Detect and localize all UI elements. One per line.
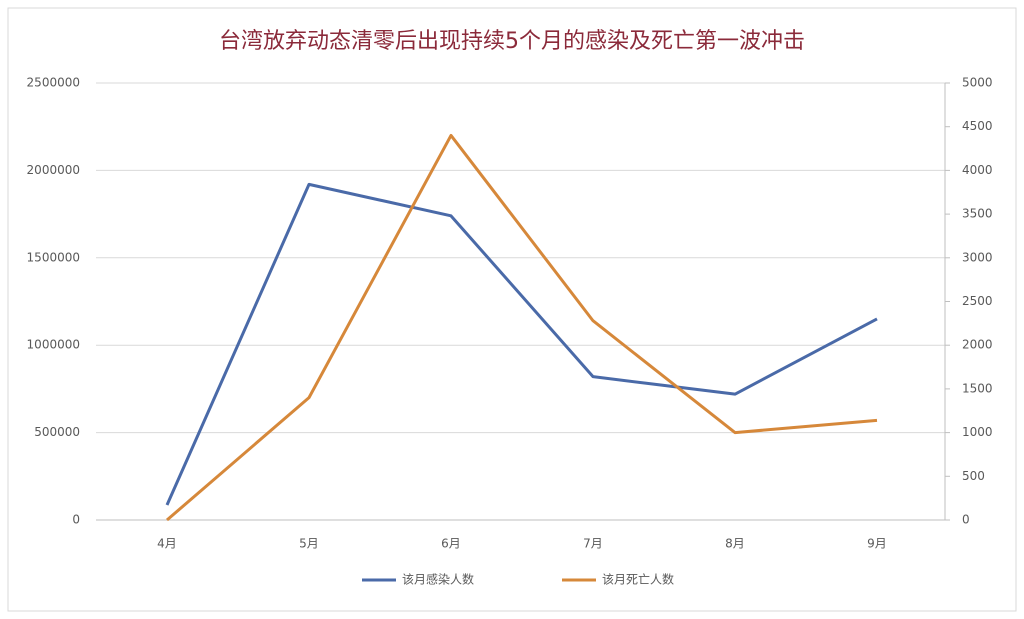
y2-tick-label: 0: [962, 513, 970, 527]
y2-tick-label: 5000: [962, 76, 993, 90]
chart-border: [7, 7, 1017, 612]
y2-tick-label: 3500: [962, 207, 993, 221]
y-tick-label: 0: [72, 513, 80, 527]
y2-tick-label: 2000: [962, 338, 993, 352]
x-tick-label: 4月: [157, 537, 177, 551]
y2-tick-label: 1000: [962, 425, 993, 439]
series-line: [165, 182, 878, 506]
y-tick-label: 1500000: [27, 250, 80, 264]
y-tick-label: 2000000: [27, 163, 80, 177]
y2-tick-label: 3000: [962, 250, 993, 264]
y2-tick-label: 500: [962, 469, 985, 483]
y2-tick-label: 4000: [962, 163, 993, 177]
x-tick-label: 8月: [725, 537, 745, 551]
y2-tick-label: 2500: [962, 294, 993, 308]
y2-tick-label: 1500: [962, 381, 993, 395]
chart-title: 台湾放弃动态清零后出现持续5个月的感染及死亡第一波冲击: [219, 29, 805, 54]
x-tick-label: 6月: [441, 537, 461, 551]
x-tick-label: 9月: [867, 537, 887, 551]
y-tick-label: 1000000: [27, 338, 80, 352]
y-tick-label: 500000: [34, 425, 80, 439]
series-line: [166, 133, 878, 522]
x-tick-label: 7月: [583, 537, 603, 551]
y2-tick-label: 4500: [962, 119, 993, 133]
legend-label: 该月感染人数: [402, 572, 474, 587]
y-tick-label: 2500000: [27, 76, 80, 90]
legend-label: 该月死亡人数: [602, 572, 674, 587]
x-tick-label: 5月: [299, 537, 319, 551]
